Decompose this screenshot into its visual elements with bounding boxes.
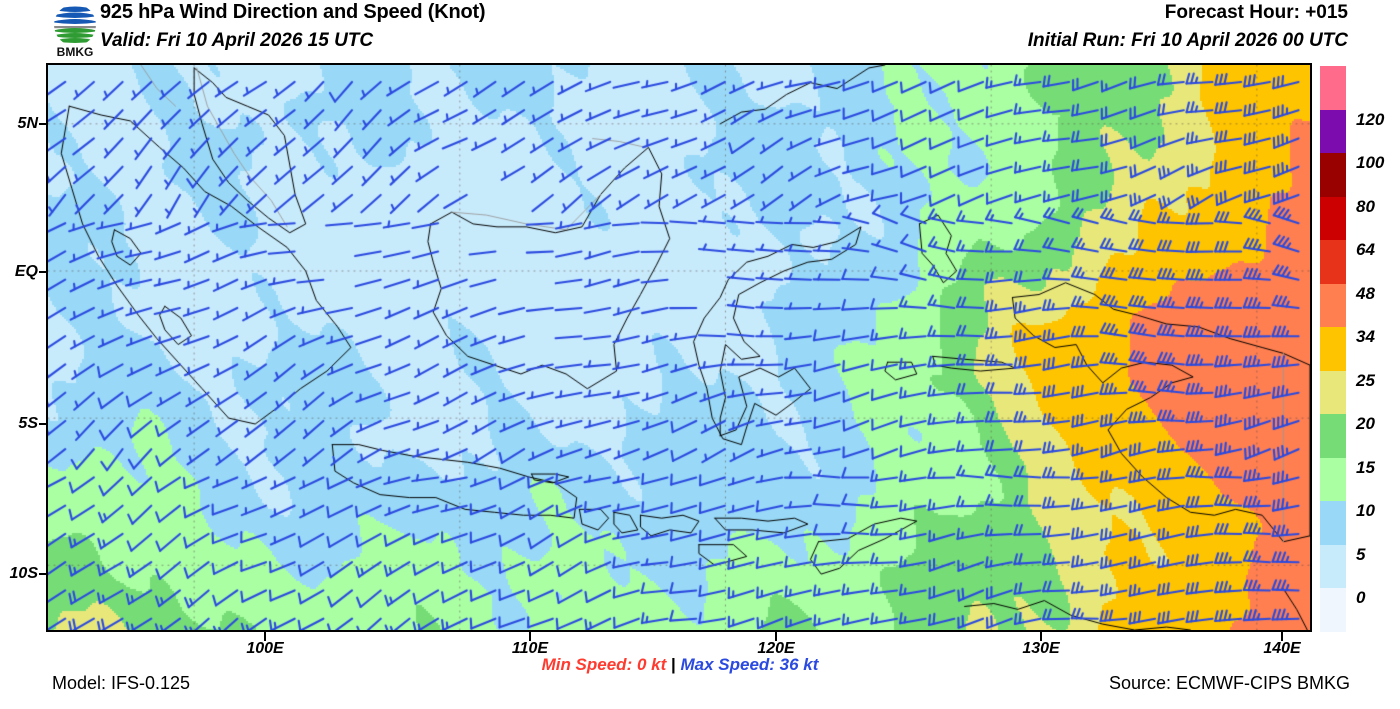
y-axis-label: EQ bbox=[14, 263, 38, 280]
y-axis-tick bbox=[39, 573, 48, 575]
colorbar-segment bbox=[1320, 501, 1346, 545]
x-axis-label: 140E bbox=[1263, 640, 1301, 657]
y-axis-label: 10S bbox=[9, 565, 38, 582]
valid-time-label: Valid: Fri 10 April 2026 15 UTC bbox=[100, 30, 374, 51]
colorbar-segment bbox=[1320, 457, 1346, 502]
colorbar-tick-label: 64 bbox=[1356, 240, 1375, 260]
colorbar-tick-label: 0 bbox=[1356, 588, 1366, 608]
wind-field-canvas bbox=[48, 65, 1310, 630]
map-plot-area[interactable]: Copyright Sub Bidang Prediksi Cuaca BMKG… bbox=[46, 63, 1312, 632]
speed-separator: | bbox=[670, 655, 676, 674]
speed-summary: Min Speed: 0 kt | Max Speed: 36 kt bbox=[0, 655, 1360, 675]
y-axis-tick bbox=[39, 423, 48, 425]
model-label: Model: IFS-0.125 bbox=[52, 673, 191, 693]
colorbar-segment bbox=[1320, 283, 1346, 328]
x-axis-tick bbox=[1040, 632, 1042, 641]
colorbar-tick-label: 34 bbox=[1356, 327, 1375, 347]
colorbar-segment bbox=[1320, 240, 1346, 284]
colorbar-tick-label: 25 bbox=[1356, 370, 1375, 390]
colorbar-tick-label: 5 bbox=[1356, 544, 1366, 564]
colorbar-tick-label: 15 bbox=[1356, 457, 1375, 477]
x-axis-label: 100E bbox=[246, 640, 284, 657]
header: BMKG 925 hPa Wind Direction and Speed (K… bbox=[0, 0, 1400, 60]
colorbar-tick-label: 20 bbox=[1356, 414, 1375, 434]
forecast-hour-label: Forecast Hour: +015 bbox=[1164, 2, 1348, 23]
y-axis-tick bbox=[39, 123, 48, 125]
min-speed-value: Min Speed: 0 kt bbox=[541, 655, 667, 674]
colorbar-segment bbox=[1320, 370, 1346, 415]
x-axis-label: 120E bbox=[757, 640, 795, 657]
x-axis-label: 130E bbox=[1022, 640, 1060, 657]
source-label: Source: ECMWF-CIPS BMKG bbox=[1108, 673, 1350, 693]
y-axis-label: 5S bbox=[18, 415, 38, 432]
colorbar-segment bbox=[1320, 196, 1346, 241]
max-speed-value: Max Speed: 36 kt bbox=[680, 655, 819, 674]
colorbar-segment bbox=[1320, 153, 1346, 197]
x-axis-tick bbox=[1281, 632, 1283, 641]
colorbar-segment bbox=[1320, 66, 1346, 110]
x-axis-tick bbox=[264, 632, 266, 641]
colorbar-tick-label: 100 bbox=[1356, 153, 1385, 173]
colorbar-segment bbox=[1320, 109, 1346, 154]
colorbar-tick-label: 10 bbox=[1356, 501, 1375, 521]
colorbar-tick-label: 80 bbox=[1356, 196, 1375, 216]
y-axis-tick bbox=[39, 271, 48, 273]
colorbar-segment bbox=[1320, 588, 1346, 632]
y-axis-label: 5N bbox=[17, 115, 38, 132]
colorbar-segment bbox=[1320, 327, 1346, 371]
colorbar-segment bbox=[1320, 414, 1346, 458]
colorbar bbox=[1320, 66, 1346, 632]
page-title: 925 hPa Wind Direction and Speed (Knot) bbox=[100, 1, 486, 23]
x-axis-tick bbox=[529, 632, 531, 641]
svg-text:BMKG: BMKG bbox=[57, 45, 94, 58]
colorbar-segment bbox=[1320, 544, 1346, 589]
colorbar-tick-label: 48 bbox=[1356, 283, 1375, 303]
bmkg-logo: BMKG bbox=[46, 2, 104, 58]
x-axis-label: 110E bbox=[511, 640, 549, 657]
initial-run-label: Initial Run: Fri 10 April 2026 00 UTC bbox=[1027, 30, 1348, 51]
x-axis-tick bbox=[775, 632, 777, 641]
colorbar-tick-label: 120 bbox=[1356, 109, 1385, 129]
